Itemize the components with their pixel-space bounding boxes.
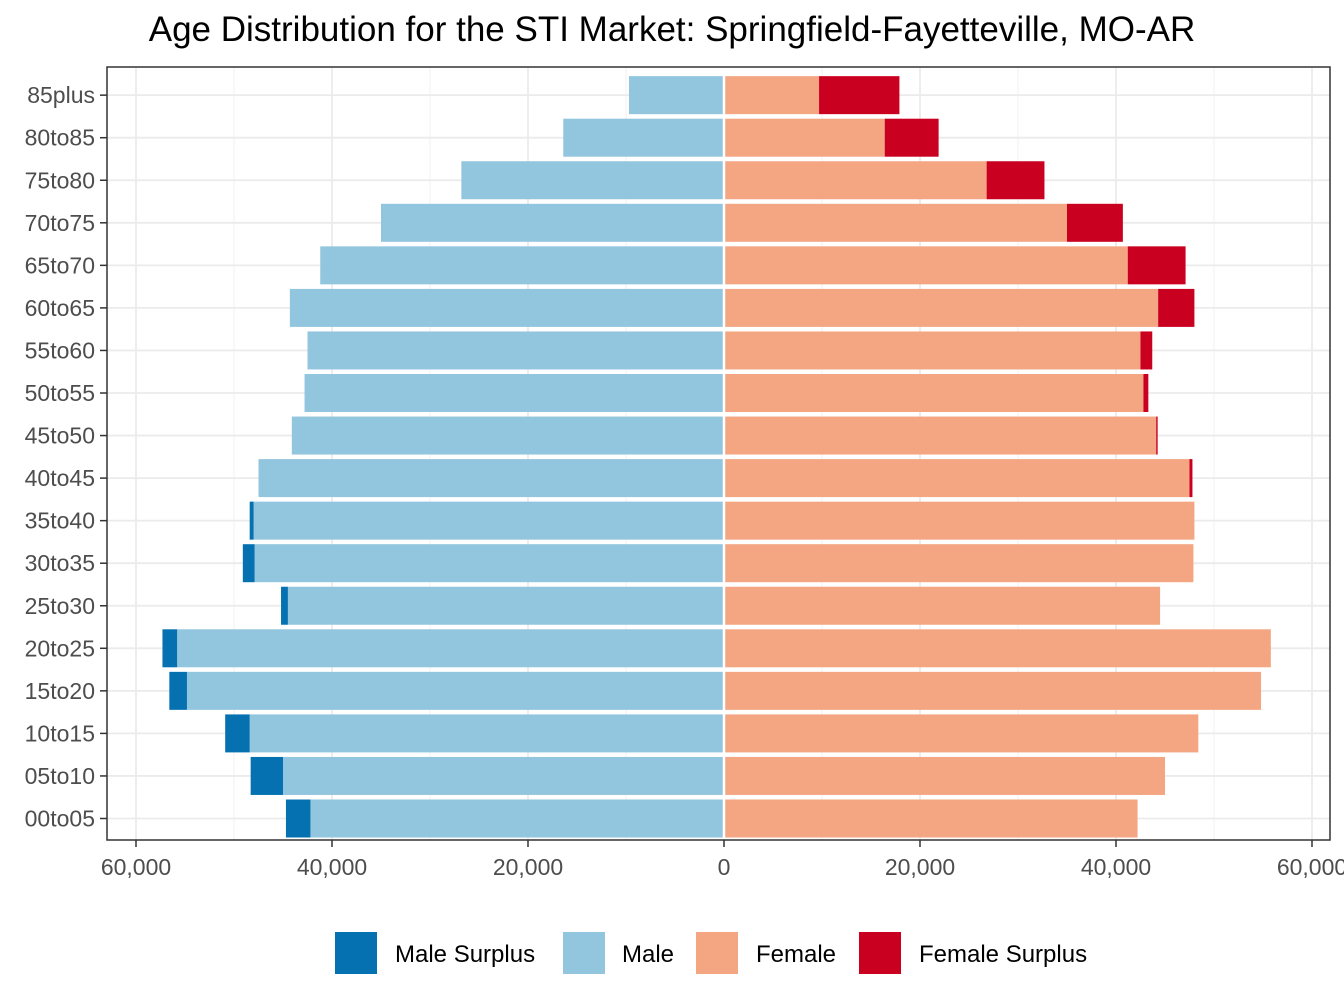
- bar-male-surplus-25to30: [281, 586, 288, 625]
- bar-female-80to85: [724, 118, 885, 157]
- bar-female-surplus-75to80: [986, 161, 1045, 200]
- bar-male-surplus-15to20: [169, 671, 187, 710]
- bar-female-25to30: [724, 586, 1161, 625]
- bar-male-10to15: [249, 714, 724, 753]
- bar-male-surplus-05to10: [250, 756, 283, 795]
- bar-female-surplus-40to45: [1189, 459, 1193, 498]
- bar-female-surplus-50to55: [1143, 374, 1149, 412]
- y-tick-label: 30to35: [25, 550, 95, 576]
- bar-layer: [162, 67, 1271, 840]
- bar-female-50to55: [724, 374, 1144, 412]
- y-tick-label: 85plus: [27, 82, 95, 108]
- y-tick-label: 75to80: [25, 167, 95, 193]
- bar-male-05to10: [283, 756, 724, 795]
- bar-female-05to10: [724, 756, 1165, 795]
- bar-female-45to50: [724, 416, 1157, 455]
- legend-swatch-male: [563, 932, 605, 974]
- bar-male-85plus: [628, 76, 724, 115]
- bar-female-surplus-80to85: [884, 118, 939, 157]
- bar-male-20to25: [177, 629, 724, 668]
- bar-male-15to20: [186, 671, 724, 710]
- y-tick-label: 00to05: [25, 806, 95, 832]
- bar-female-70to75: [724, 203, 1067, 242]
- legend-label-female-surplus: Female Surplus: [919, 941, 1087, 968]
- legend-swatch-male-surplus: [335, 932, 377, 974]
- bar-male-40to45: [258, 459, 724, 498]
- bar-male-surplus-20to25: [162, 629, 178, 668]
- bar-female-surplus-65to70: [1127, 246, 1186, 285]
- axis-layer: 00to05 05to10 10to15 15to20 20to25 25to30 30to…: [25, 82, 1344, 880]
- panel-border: [106, 66, 1331, 841]
- y-tick-label: 40to45: [25, 465, 95, 491]
- bar-female-55to60: [724, 331, 1141, 370]
- legend: Male Surplus Male Female Female Surplus: [335, 932, 1087, 974]
- y-tick-label: 45to50: [25, 423, 95, 449]
- bar-male-45to50: [291, 416, 724, 455]
- bar-female-10to15: [724, 714, 1199, 753]
- bar-male-surplus-10to15: [225, 714, 250, 753]
- x-tick-label: 20,000: [493, 854, 563, 880]
- y-tick-label: 15to20: [25, 678, 95, 704]
- bar-female-surplus-70to75: [1067, 203, 1123, 242]
- bar-male-80to85: [563, 118, 724, 157]
- bar-male-surplus-00to05: [285, 799, 311, 838]
- legend-swatch-female: [696, 932, 738, 974]
- y-tick-label: 50to55: [25, 380, 95, 406]
- legend-swatch-female-surplus: [859, 932, 901, 974]
- x-tick-label: 0: [718, 854, 731, 880]
- bar-male-70to75: [381, 203, 724, 242]
- bar-male-surplus-35to40: [249, 501, 254, 540]
- bar-female-surplus-55to60: [1140, 331, 1153, 370]
- legend-label-female: Female: [756, 941, 836, 968]
- y-tick-label: 60to65: [25, 295, 95, 321]
- x-tick-label: 60,000: [1277, 854, 1344, 880]
- bar-female-surplus-85plus: [819, 76, 900, 115]
- bar-male-60to65: [289, 288, 724, 327]
- legend-label-male-surplus: Male Surplus: [395, 941, 535, 968]
- y-tick-label: 10to15: [25, 720, 95, 746]
- x-tick-label: 40,000: [297, 854, 367, 880]
- x-tick-label: 60,000: [101, 854, 171, 880]
- bar-female-85plus: [724, 76, 820, 115]
- bar-male-surplus-30to35: [242, 544, 255, 583]
- bar-female-surplus-45to50: [1156, 416, 1158, 455]
- bar-female-65to70: [724, 246, 1128, 285]
- y-tick-label: 35to40: [25, 508, 95, 534]
- bar-female-60to65: [724, 288, 1159, 327]
- bar-male-65to70: [320, 246, 724, 285]
- bar-male-75to80: [461, 161, 724, 200]
- y-tick-label: 05to10: [25, 763, 95, 789]
- y-tick-label: 70to75: [25, 210, 95, 236]
- chart-title: Age Distribution for the STI Market: Spr…: [148, 10, 1196, 49]
- bar-male-55to60: [307, 331, 724, 370]
- y-tick-label: 25to30: [25, 593, 95, 619]
- bar-female-00to05: [724, 799, 1138, 838]
- bar-female-15to20: [724, 671, 1262, 710]
- x-tick-label: 20,000: [885, 854, 955, 880]
- bar-female-surplus-60to65: [1158, 288, 1195, 327]
- bar-female-20to25: [724, 629, 1271, 668]
- y-tick-label: 65to70: [25, 252, 95, 278]
- y-tick-label: 55to60: [25, 337, 95, 363]
- bar-male-35to40: [253, 501, 724, 540]
- y-tick-label: 80to85: [25, 125, 95, 151]
- x-tick-label: 40,000: [1081, 854, 1151, 880]
- bar-male-25to30: [287, 586, 724, 625]
- bar-female-40to45: [724, 459, 1190, 498]
- bar-female-35to40: [724, 501, 1195, 540]
- bar-female-30to35: [724, 544, 1194, 583]
- legend-label-male: Male: [622, 941, 674, 968]
- bar-male-50to55: [304, 374, 724, 412]
- y-tick-label: 20to25: [25, 635, 95, 661]
- bar-male-00to05: [310, 799, 724, 838]
- bar-male-30to35: [254, 544, 724, 583]
- bar-female-75to80: [724, 161, 987, 200]
